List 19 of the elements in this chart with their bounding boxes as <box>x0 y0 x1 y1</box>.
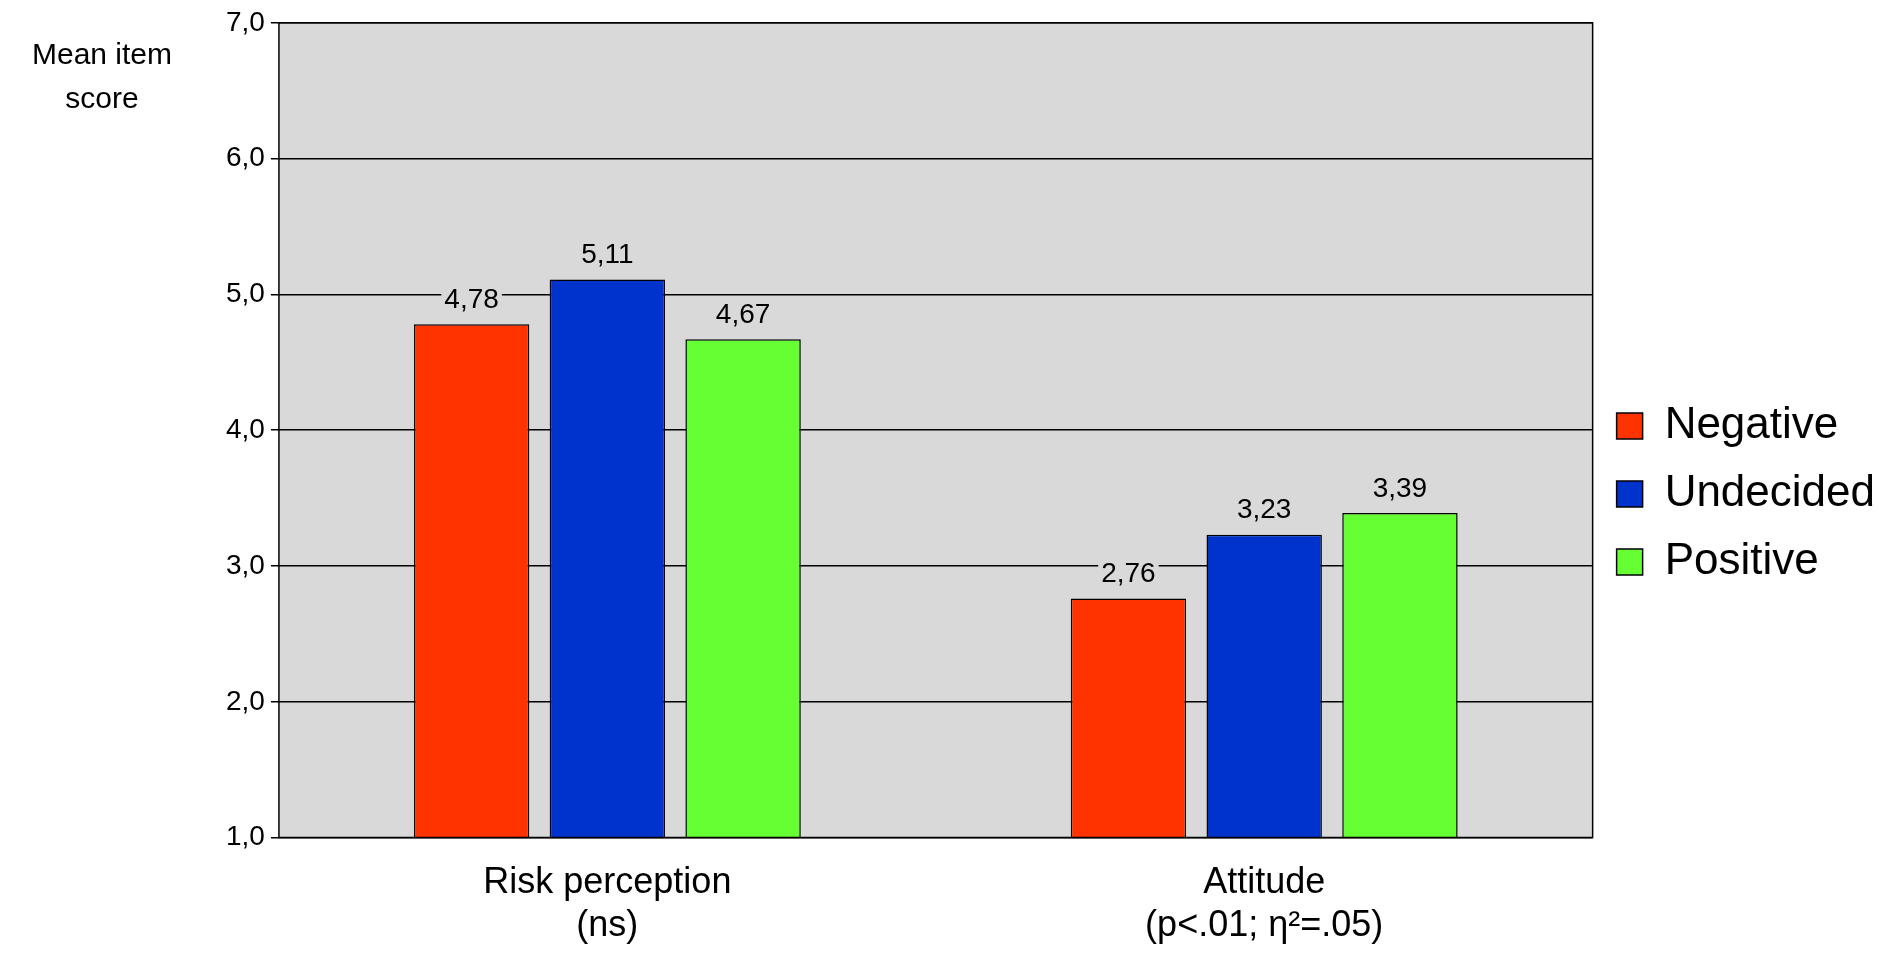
data-label: 3,39 <box>1372 471 1428 503</box>
y-tick-label: 5,0 <box>225 277 265 309</box>
y-tick-label: 2,0 <box>225 684 265 716</box>
y-tick-label: 1,0 <box>225 820 265 852</box>
y-tick-label: 7,0 <box>225 5 265 37</box>
legend-label: Undecided <box>1664 466 1875 516</box>
y-tick-label: 4,0 <box>225 412 265 444</box>
data-label: 3,23 <box>1236 493 1292 525</box>
y-axis-title: Mean item score <box>31 37 173 115</box>
data-label: 2,76 <box>1101 557 1156 589</box>
x-tick-label: Risk perception (ns) <box>483 860 732 945</box>
y-tick-label: 3,0 <box>225 548 265 580</box>
data-label: 5,11 <box>581 238 634 270</box>
y-tick-label: 6,0 <box>225 141 265 173</box>
data-label: 4,78 <box>444 282 499 314</box>
legend-label: Positive <box>1664 534 1819 584</box>
x-tick-label: Attitude (p<.01; η²=.05) <box>1145 860 1384 945</box>
data-label: 4,67 <box>715 297 771 329</box>
legend-label: Negative <box>1664 398 1839 448</box>
